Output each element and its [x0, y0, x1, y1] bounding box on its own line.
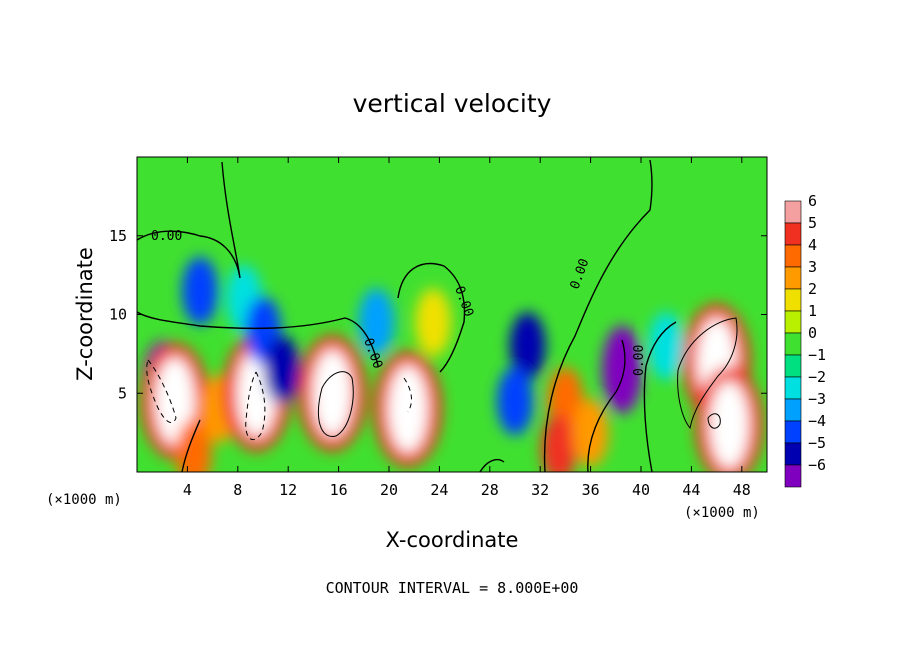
colorbar-swatch [784, 200, 802, 224]
x-tick-label: 8 [233, 481, 242, 499]
colorbar-swatch [784, 376, 802, 400]
velocity-updraft [709, 380, 750, 469]
colorbar-swatch [784, 288, 802, 312]
zero-contour-line [181, 419, 201, 472]
colorbar-label: 6 [808, 192, 817, 210]
colorbar-label: −6 [808, 456, 826, 474]
colorbar-label: −3 [808, 390, 826, 408]
colorbar: 6 5 4 3 2 1 0 −1 −2 −3 −4 −5 −6 [784, 192, 826, 488]
velocity-downdraft [648, 312, 685, 380]
colorbar-label: −1 [808, 346, 826, 364]
x-tick-label: 44 [682, 481, 700, 499]
colorbar-label: −4 [808, 412, 826, 430]
contour-label: 0.00 [151, 229, 182, 244]
x-tick-label: 32 [531, 481, 549, 499]
colorbar-swatch [784, 266, 802, 290]
colorbar-label: 3 [808, 258, 817, 276]
x-axis-unit-left: (×1000 m) [46, 492, 122, 508]
colorbar-label: 0 [808, 324, 817, 342]
x-tick-label: 28 [481, 481, 499, 499]
zero-contour-line [137, 311, 379, 367]
negative-contour-line [146, 359, 177, 423]
zero-contour-line [543, 159, 653, 472]
x-tick-label: 20 [380, 481, 398, 499]
x-tick-label: 12 [279, 481, 297, 499]
velocity-updraft [415, 288, 452, 357]
dashed-contours [146, 359, 412, 441]
chart-title: vertical velocity [353, 89, 552, 118]
velocity-updraft [154, 357, 195, 446]
y-tick-label: 10 [109, 306, 127, 324]
y-axis-title: Z-coordinate [73, 247, 97, 381]
plot-area: 0.00 0.00 0.00 0.00 0.00 [137, 157, 767, 472]
zero-contour-line [397, 262, 466, 373]
colorbar-label: 4 [808, 236, 817, 254]
negative-contour-line [245, 371, 266, 441]
colorbar-swatch [784, 332, 802, 356]
colorbar-swatch [784, 398, 802, 422]
x-tick-label: 4 [183, 481, 192, 499]
x-tick-label: 24 [430, 481, 448, 499]
colorbar-label: −2 [808, 368, 826, 386]
colorbar-swatch [784, 420, 802, 444]
y-tick-label: 15 [109, 227, 127, 245]
x-axis-title: X-coordinate [386, 528, 519, 552]
velocity-updraft [572, 398, 609, 467]
velocity-downdraft [497, 367, 533, 436]
contour-interval-footer: CONTOUR INTERVAL = 8.000E+00 [326, 579, 579, 597]
x-tick-label: 40 [632, 481, 650, 499]
zero-contour-line [479, 458, 505, 472]
zero-contour-line [137, 161, 241, 279]
colorbar-label: 5 [808, 214, 817, 232]
colorbar-label: −5 [808, 434, 826, 452]
x-tick-label: 16 [330, 481, 348, 499]
x-tick-label: 36 [582, 481, 600, 499]
y-tick-label: 5 [118, 384, 127, 402]
colorbar-swatch [784, 222, 802, 246]
colorbar-swatch [784, 442, 802, 466]
velocity-updraft [387, 365, 428, 453]
positive-contour-line [707, 413, 721, 429]
velocity-downdraft [509, 312, 546, 380]
zero-contour-line [587, 339, 626, 472]
velocity-downdraft [182, 256, 218, 325]
velocity-downdraft [602, 325, 643, 414]
colorbar-swatch [784, 310, 802, 334]
velocity-downdraft [358, 288, 395, 357]
positive-contour-line [318, 371, 354, 437]
negative-contour-line [403, 377, 412, 413]
zero-contours [137, 159, 677, 472]
velocity-field [140, 256, 764, 472]
velocity-downdraft [263, 335, 300, 404]
velocity-updraft [541, 414, 578, 472]
colorbar-swatch [784, 244, 802, 268]
x-axis-unit-right: (×1000 m) [684, 505, 760, 521]
x-axis: 4 8 12 16 20 24 28 32 36 40 44 48 [183, 157, 751, 499]
x-tick-label: 48 [733, 481, 751, 499]
positive-contour-line [677, 317, 738, 430]
positive-contours [318, 317, 738, 437]
colorbar-label: 2 [808, 280, 817, 298]
colorbar-swatch [784, 354, 802, 378]
zero-contour-line [643, 321, 677, 472]
contour-label: 0.00 [632, 345, 647, 376]
colorbar-swatch [784, 464, 802, 488]
y-axis: 5 10 15 [109, 227, 767, 402]
colorbar-label: 1 [808, 302, 817, 320]
